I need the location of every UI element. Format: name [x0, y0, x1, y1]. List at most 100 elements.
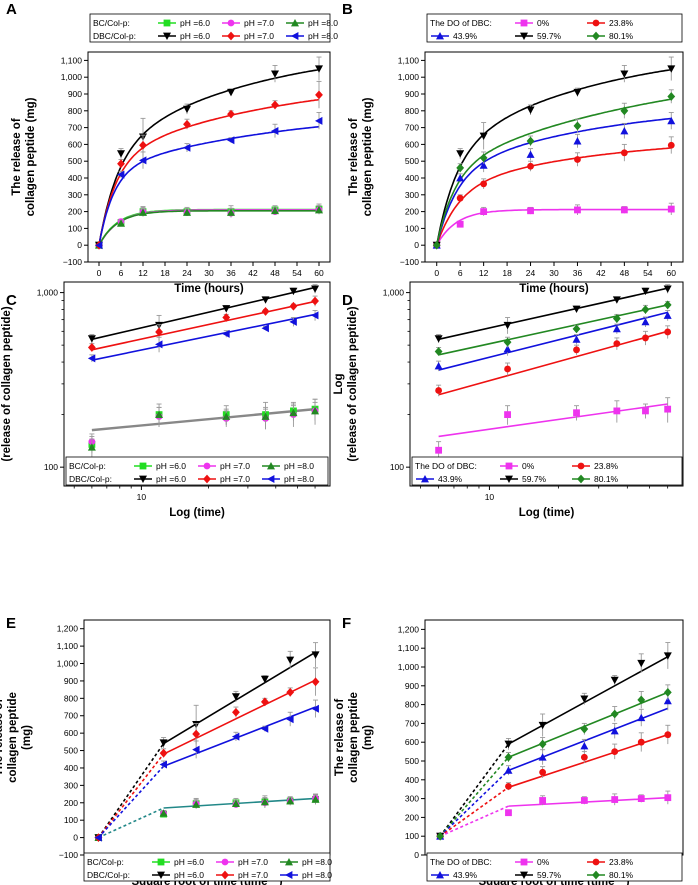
panel-label: B	[342, 1, 353, 18]
legend-label: pH =8.0	[284, 461, 314, 471]
legend-label: pH =7.0	[244, 31, 274, 41]
data-point	[315, 65, 323, 73]
fit-curve	[435, 117, 672, 246]
data-point	[260, 697, 269, 707]
data-point	[573, 137, 582, 145]
data-point	[573, 346, 580, 354]
x-tick-label: 42	[248, 268, 258, 278]
data-point	[311, 296, 319, 306]
y-tick-label: 1,000	[398, 662, 420, 672]
legend-label: pH =6.0	[180, 31, 210, 41]
legend-label: 43.9%	[453, 31, 478, 41]
data-point	[434, 361, 443, 370]
data-point	[580, 695, 589, 703]
data-point	[456, 220, 464, 228]
data-point	[159, 809, 168, 817]
dashed-fit-line	[97, 743, 165, 839]
data-point	[503, 345, 512, 353]
legend-marker	[421, 475, 429, 483]
series-dbc-col-p-ph-7-0	[95, 80, 323, 250]
legend-marker	[157, 858, 165, 866]
series-59-7-	[434, 284, 672, 343]
data-point	[286, 687, 295, 697]
x-tick-label: 36	[573, 268, 583, 278]
series-59-7-	[436, 642, 672, 841]
data-point	[159, 748, 168, 758]
data-point	[231, 799, 240, 808]
data-point	[620, 106, 629, 116]
x-tick-label: 6	[458, 268, 463, 278]
series-0-	[435, 397, 672, 460]
y-axis-label: (release of collagen peptide)	[347, 306, 359, 461]
data-point	[539, 797, 547, 804]
data-point	[227, 88, 235, 97]
data-point	[271, 126, 279, 135]
data-point	[192, 729, 201, 739]
data-point	[315, 116, 323, 125]
legend-marker	[520, 19, 528, 27]
data-point	[289, 287, 298, 296]
legend-label: pH =6.0	[174, 870, 204, 880]
y-tick-label: 400	[405, 173, 419, 183]
legend-marker	[163, 19, 171, 27]
data-point	[117, 150, 125, 158]
data-point	[479, 153, 488, 163]
y-tick-label: 600	[68, 139, 82, 149]
y-tick-label: 200	[68, 207, 82, 217]
y-tick-label: 1,100	[57, 641, 79, 651]
y-tick-label: 500	[405, 156, 419, 166]
y-tick-label: −100	[59, 850, 78, 860]
data-point	[664, 731, 672, 739]
data-point	[434, 347, 443, 356]
data-point	[505, 782, 512, 790]
data-point	[261, 412, 270, 420]
y-tick-label: 400	[64, 763, 78, 773]
legend-marker	[139, 475, 147, 483]
legend-group-label: The DO of DBC:	[415, 461, 477, 471]
y-tick-label: 600	[405, 737, 419, 747]
y-axis-label: collagen peptide (mg)	[25, 97, 37, 216]
x-tick-label: 18	[502, 268, 512, 278]
data-point	[480, 180, 488, 188]
y-tick-label: 200	[405, 207, 419, 217]
plot-frame	[83, 619, 331, 856]
y-tick-label: 100	[68, 223, 82, 233]
legend-marker	[221, 858, 229, 866]
data-point	[526, 106, 535, 114]
data-point	[94, 833, 102, 842]
legend-marker	[592, 31, 600, 41]
y-tick-label: 800	[68, 106, 82, 116]
legend-label: pH =8.0	[308, 18, 338, 28]
y-tick-label: 1,000	[398, 72, 420, 82]
legend-label: pH =7.0	[238, 857, 268, 867]
data-point	[87, 335, 96, 343]
data-point	[527, 207, 534, 215]
dashed-fit-line	[97, 753, 165, 839]
y-tick-label: 700	[405, 123, 419, 133]
data-point	[612, 296, 621, 304]
data-point	[610, 709, 619, 719]
legend-marker	[157, 871, 165, 879]
data-point	[505, 809, 512, 817]
legend-label: pH =8.0	[302, 857, 332, 867]
data-point	[667, 116, 676, 125]
legend-label: 59.7%	[537, 870, 562, 880]
legend-label: 80.1%	[609, 31, 634, 41]
x-tick-label: 18	[160, 268, 170, 278]
fit-line	[438, 403, 668, 438]
legend-marker	[291, 32, 299, 40]
y-tick-label: 800	[64, 693, 78, 703]
fit-line	[508, 691, 669, 758]
data-point	[479, 132, 488, 140]
y-tick-label: 100	[390, 462, 404, 472]
data-point	[663, 285, 672, 293]
data-point	[261, 324, 269, 333]
data-point	[286, 715, 294, 724]
x-axis-label: Time (hours)	[519, 283, 589, 295]
legend-label: 0%	[537, 18, 550, 28]
series-bc-col-p-ph-8-0	[94, 794, 320, 841]
y-tick-label: 0	[414, 240, 419, 250]
legend-marker	[577, 462, 585, 470]
data-point	[620, 126, 629, 135]
y-tick-label: 100	[64, 815, 78, 825]
